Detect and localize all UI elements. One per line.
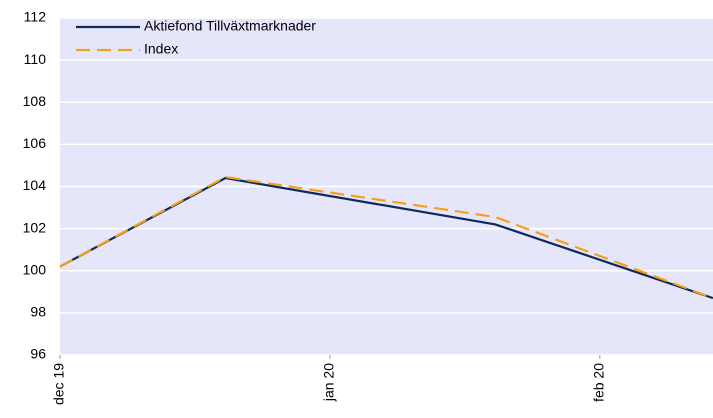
x-tick-label: feb 20 <box>591 363 607 402</box>
y-tick-label: 108 <box>23 93 47 109</box>
x-tick-label: jan 20 <box>321 363 337 402</box>
y-tick-label: 110 <box>24 51 47 67</box>
y-tick-label: 112 <box>24 9 47 25</box>
legend-label: Aktiefond Tillväxtmarknader <box>144 18 316 34</box>
y-tick-label: 96 <box>30 346 46 362</box>
x-tick-label: dec 19 <box>51 363 67 405</box>
y-tick-label: 106 <box>23 135 47 151</box>
y-tick-label: 104 <box>23 177 47 193</box>
legend-label: Index <box>144 41 178 57</box>
series-line <box>59 175 713 300</box>
y-tick-label: 98 <box>30 304 46 320</box>
y-tick-label: 100 <box>23 261 47 277</box>
y-tick-label: 102 <box>23 219 47 235</box>
